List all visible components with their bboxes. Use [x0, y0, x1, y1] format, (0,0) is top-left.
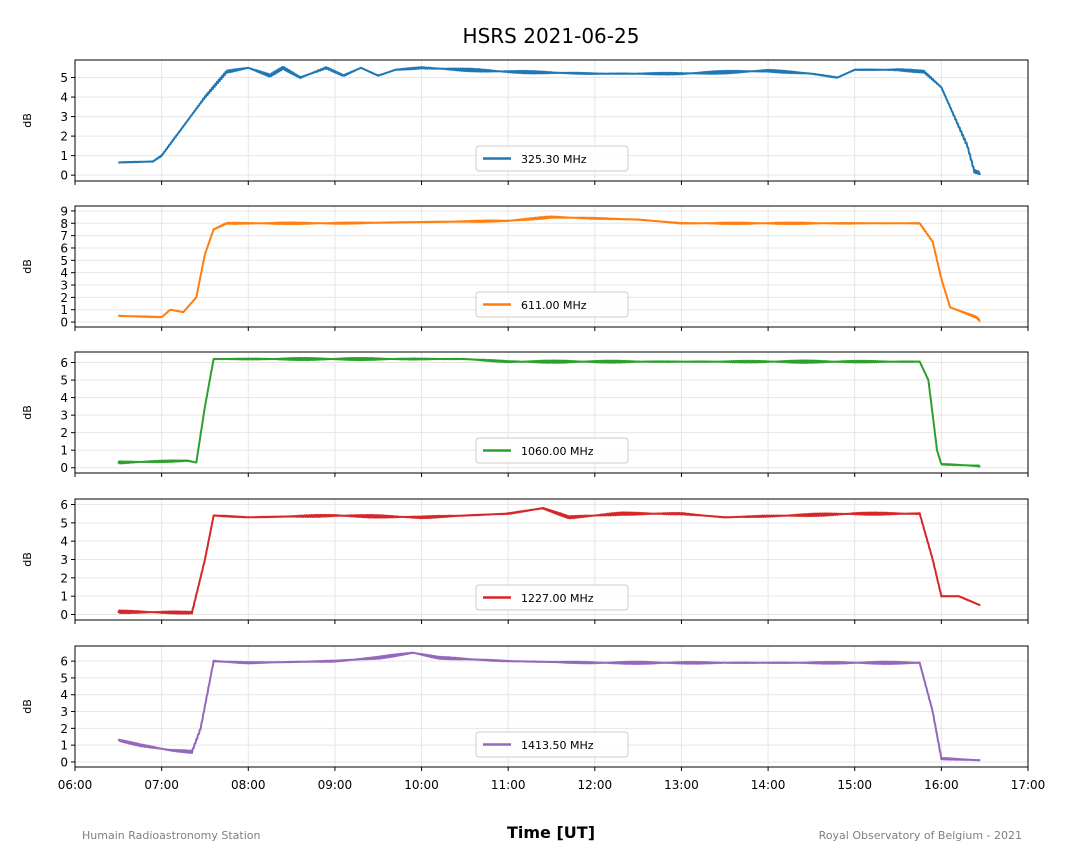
plot-frame	[74, 59, 1029, 182]
y-tick-label: 1	[60, 444, 68, 458]
legend-label: 1227.00 MHz	[521, 592, 594, 605]
footer-right: Royal Observatory of Belgium - 2021	[819, 829, 1022, 842]
series-line	[117, 651, 981, 762]
y-axis-label: dB	[21, 405, 34, 420]
series-line	[117, 506, 981, 615]
y-tick-label: 5	[60, 254, 68, 268]
series-line	[117, 356, 981, 468]
y-tick-label: 4	[60, 91, 68, 105]
y-tick-label: 0	[60, 608, 68, 622]
subplot-3: 0 1 2 3 4 5 6 dB 1227.00 MHz	[21, 498, 1029, 624]
y-tick-label: 0	[60, 316, 68, 330]
x-tick-label: 15:00	[837, 778, 872, 792]
x-tick-label: 07:00	[144, 778, 179, 792]
y-axis-label: dB	[21, 113, 34, 128]
y-tick-label: 3	[60, 409, 68, 423]
y-tick-label: 4	[60, 688, 68, 702]
x-axis-label: Time [UT]	[507, 823, 595, 842]
y-tick-label: 1	[60, 590, 68, 604]
plot-frame	[74, 205, 1029, 328]
x-tick-label: 16:00	[924, 778, 959, 792]
y-tick-label: 4	[60, 535, 68, 549]
y-tick-label: 2	[60, 291, 68, 305]
y-tick-label: 5	[60, 671, 68, 685]
x-tick-label: 10:00	[404, 778, 439, 792]
legend: 1060.00 MHz	[475, 437, 629, 464]
x-tick-label: 06:00	[58, 778, 93, 792]
legend-label: 1413.50 MHz	[521, 739, 594, 752]
legend-label: 325.30 MHz	[521, 153, 587, 166]
x-tick-label: 13:00	[664, 778, 699, 792]
y-tick-label: 2	[60, 426, 68, 440]
x-tick-label: 14:00	[751, 778, 786, 792]
y-tick-label: 6	[60, 356, 68, 370]
y-tick-label: 5	[60, 71, 68, 85]
y-tick-label: 2	[60, 130, 68, 144]
legend: 1227.00 MHz	[475, 584, 629, 611]
y-axis-label: dB	[21, 259, 34, 274]
legend-box	[475, 584, 629, 611]
y-tick-label: 5	[60, 374, 68, 388]
subplot-0: 0 1 2 3 4 5 dB 325.30 MHz	[21, 59, 1029, 185]
legend-box	[475, 145, 629, 172]
y-tick-label: 1	[60, 739, 68, 753]
y-tick-label: 3	[60, 279, 68, 293]
y-tick-label: 7	[60, 229, 68, 243]
y-tick-label: 2	[60, 722, 68, 736]
x-tick-label: 09:00	[318, 778, 353, 792]
series-line	[118, 66, 982, 176]
y-tick-label: 6	[60, 241, 68, 255]
plot-frame	[74, 351, 1029, 474]
x-tick-label: 11:00	[491, 778, 526, 792]
y-tick-label: 0	[60, 461, 68, 475]
y-tick-label: 6	[60, 655, 68, 669]
legend: 611.00 MHz	[475, 291, 629, 318]
y-tick-label: 0	[60, 169, 68, 183]
legend-box	[475, 437, 629, 464]
y-tick-label: 4	[60, 266, 68, 280]
plot-frame	[74, 645, 1029, 768]
series-line	[117, 215, 981, 322]
y-tick-label: 9	[60, 204, 68, 218]
y-tick-label: 1	[60, 149, 68, 163]
y-axis-label: dB	[21, 699, 34, 714]
plot-frame	[74, 498, 1029, 621]
y-tick-label: 3	[60, 705, 68, 719]
y-axis-label: dB	[21, 552, 34, 567]
x-tick-label: 12:00	[578, 778, 613, 792]
legend: 1413.50 MHz	[475, 731, 629, 758]
legend-box	[475, 731, 629, 758]
legend-label: 1060.00 MHz	[521, 445, 594, 458]
y-tick-label: 6	[60, 498, 68, 512]
y-tick-label: 3	[60, 553, 68, 567]
footer-left: Humain Radioastronomy Station	[82, 829, 260, 842]
legend-box	[475, 291, 629, 318]
y-tick-label: 3	[60, 110, 68, 124]
chart-title: HSRS 2021-06-25	[463, 24, 640, 48]
subplot-4: 0 1 2 3 4 5 6 06:00 07:00 08:00 09:00 10:00 11:00 12:…	[21, 645, 1046, 792]
y-tick-label: 2	[60, 571, 68, 585]
x-tick-label: 08:00	[231, 778, 266, 792]
y-tick-label: 0	[60, 755, 68, 769]
subplot-2: 0 1 2 3 4 5 6 dB 1060.00 MHz	[21, 351, 1029, 477]
x-tick-label: 17:00	[1011, 778, 1046, 792]
y-tick-label: 4	[60, 391, 68, 405]
legend: 325.30 MHz	[475, 145, 629, 172]
y-tick-label: 8	[60, 217, 68, 231]
y-tick-label: 1	[60, 303, 68, 317]
y-tick-label: 5	[60, 516, 68, 530]
legend-label: 611.00 MHz	[521, 299, 587, 312]
